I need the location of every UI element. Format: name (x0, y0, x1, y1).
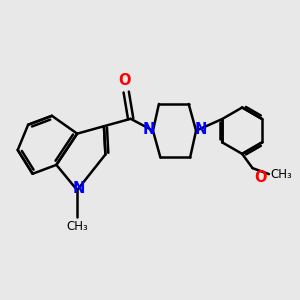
Text: O: O (254, 169, 266, 184)
Text: N: N (194, 122, 207, 137)
Text: N: N (73, 181, 85, 196)
Text: CH₃: CH₃ (270, 168, 292, 181)
Text: O: O (118, 74, 131, 88)
Text: CH₃: CH₃ (66, 220, 88, 233)
Text: N: N (142, 122, 155, 137)
